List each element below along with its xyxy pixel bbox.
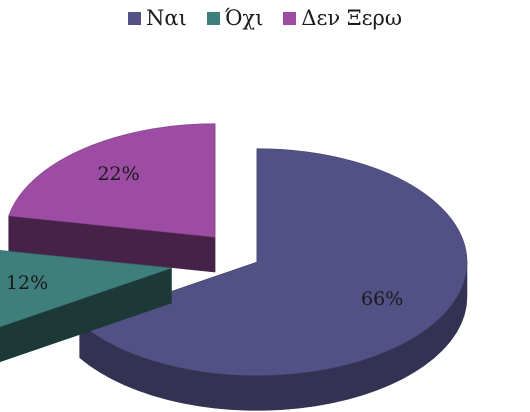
pie-slice-top-nai: [79, 148, 468, 376]
legend-swatch-nai: [128, 11, 142, 25]
pie-slice-top-den-xero: [8, 123, 216, 238]
pie-slice-den-xero: [8, 123, 216, 273]
legend: Ναι Όχι Δεν Ξερω: [0, 6, 530, 30]
data-label-den-xero: 22%: [97, 163, 139, 185]
legend-label-ochi: Όχι: [224, 6, 264, 30]
data-label-ochi: 12%: [6, 272, 48, 294]
pie-slice-nai: [79, 148, 468, 411]
pie-data-labels: 66% 12% 22%: [6, 163, 403, 310]
legend-label-nai: Ναι: [146, 6, 187, 30]
legend-item-den-xero: Δεν Ξερω: [283, 6, 402, 30]
legend-swatch-den-xero: [283, 11, 297, 25]
legend-label-den-xero: Δεν Ξερω: [301, 6, 402, 30]
pie-slice-top-ochi: [0, 250, 172, 328]
pie-slice-ochi: [0, 250, 172, 363]
pie-slices: [0, 123, 468, 411]
legend-item-nai: Ναι: [128, 6, 187, 30]
legend-item-ochi: Όχι: [206, 6, 264, 30]
data-label-nai: 66%: [361, 288, 403, 310]
legend-swatch-ochi: [206, 11, 220, 25]
